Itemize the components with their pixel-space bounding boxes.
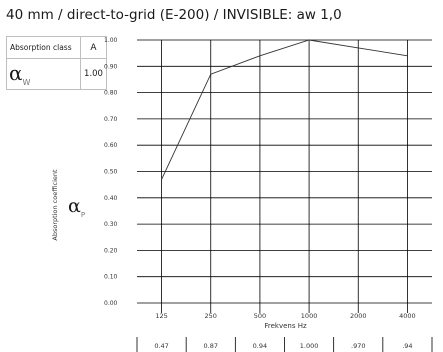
- x-tick-label: 2000: [350, 312, 367, 320]
- series-line: [161, 39, 408, 180]
- alpha-w-value: 1.00: [80, 58, 107, 90]
- x-tick-label: 125: [155, 312, 167, 320]
- absorption-class-table: Absorption class A αW 1.00: [6, 36, 107, 90]
- data-value-label: 0.87: [204, 342, 218, 350]
- data-point: [160, 178, 163, 180]
- x-tick-label: 250: [205, 312, 217, 320]
- data-point: [259, 55, 261, 57]
- y-tick-label: 0.30: [104, 221, 118, 228]
- chart-title: 40 mm / direct-to-grid (E-200) / INVISIB…: [6, 7, 342, 23]
- x-tick-label: 500: [254, 312, 266, 320]
- y-tick-label: 0.60: [104, 142, 118, 149]
- y-tick-label: 0.80: [104, 90, 118, 97]
- y-tick-label: 1.00: [104, 37, 118, 44]
- alpha-w-cell: αW: [6, 58, 81, 90]
- data-value-label: .94: [402, 342, 412, 350]
- data-point: [406, 55, 409, 57]
- x-axis-label: Frekvens Hz: [264, 322, 307, 330]
- y-tick-label: 0.50: [104, 169, 118, 176]
- y-tick-label: 0.20: [104, 247, 118, 254]
- x-tick-label: 1000: [301, 312, 318, 320]
- alpha-w-letter: α: [9, 61, 23, 85]
- absorption-class-value: A: [80, 36, 107, 59]
- y-tick-label: 0.10: [104, 274, 118, 281]
- alpha-p-letter: α: [68, 195, 81, 217]
- data-value-label: 0.94: [253, 342, 267, 350]
- x-tick-label: 4000: [399, 312, 416, 320]
- data-point: [308, 39, 310, 41]
- y-tick-label: 0.00: [104, 300, 118, 307]
- alpha-w-symbol: αW: [9, 61, 31, 87]
- alpha-p-symbol: αP: [68, 195, 85, 219]
- y-tick-label: 0.90: [104, 63, 118, 70]
- alpha-p-subscript: P: [80, 210, 86, 219]
- data-point: [210, 73, 212, 75]
- data-point: [357, 47, 359, 49]
- y-tick-label: 0.40: [104, 195, 118, 202]
- y-tick-label: 0.70: [104, 116, 118, 123]
- data-value-label: 0.47: [154, 342, 168, 350]
- alpha-w-subscript: W: [22, 78, 31, 87]
- data-value-label: .970: [351, 342, 365, 350]
- data-value-label: 1.000: [300, 342, 319, 350]
